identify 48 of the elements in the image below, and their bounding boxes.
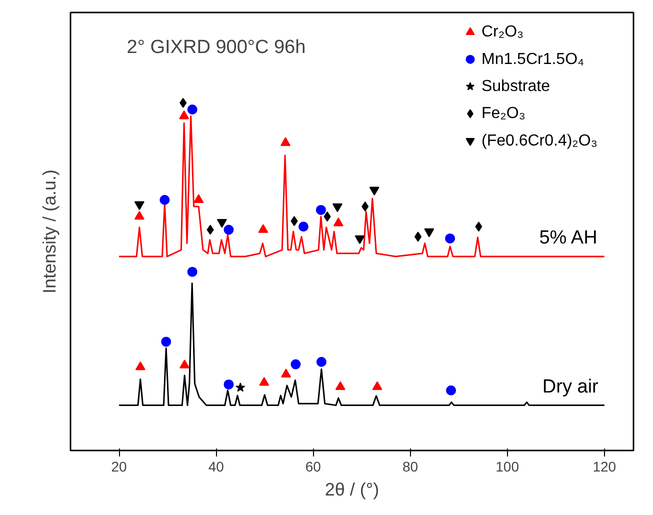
point [372, 381, 382, 390]
point [290, 216, 298, 226]
point [224, 379, 234, 390]
point [134, 210, 144, 220]
point [179, 110, 190, 120]
point [362, 201, 369, 212]
point [161, 336, 172, 347]
point [135, 361, 146, 370]
point [187, 266, 198, 277]
point [187, 104, 198, 114]
point [316, 356, 326, 367]
x-tick-label: 40 [208, 458, 224, 474]
point [290, 359, 301, 370]
chart-title: 2° GIXRD 900°C 96h [126, 37, 306, 58]
legend-label: Mn1.5Cr1.5O₄ [481, 50, 584, 68]
point [259, 377, 270, 386]
point [446, 385, 456, 396]
point [333, 217, 344, 226]
x-tick-label: 60 [305, 458, 322, 474]
series-label: 5% AH [539, 228, 598, 249]
point [236, 382, 246, 392]
point [194, 194, 204, 203]
x-tick-label: 120 [592, 458, 616, 474]
point [475, 222, 482, 232]
x-axis-title: 2θ / (°) [324, 480, 380, 500]
point [280, 368, 291, 378]
point [445, 233, 456, 244]
point [224, 224, 234, 235]
point [160, 194, 170, 205]
point [206, 224, 214, 235]
point [298, 222, 308, 232]
series-label: Dry air [542, 376, 600, 398]
point [316, 204, 326, 215]
point [414, 232, 422, 242]
point [280, 137, 291, 146]
y-axis-title: Intensity / (a.u.) [40, 169, 60, 294]
legend-label: Substrate [481, 78, 550, 96]
point [324, 212, 331, 222]
legend-label: Fe₂O₃ [481, 105, 526, 122]
point [180, 360, 190, 368]
legend-label: (Fe0.6Cr0.4)₂O₃ [481, 132, 598, 150]
point [335, 381, 346, 390]
x-tick-label: 100 [496, 458, 520, 474]
legend-label: Cr₂O₃ [481, 24, 524, 41]
point [180, 98, 187, 108]
x-tick-label: 80 [402, 458, 418, 474]
x-tick-label: 20 [111, 458, 128, 474]
point [258, 224, 268, 233]
